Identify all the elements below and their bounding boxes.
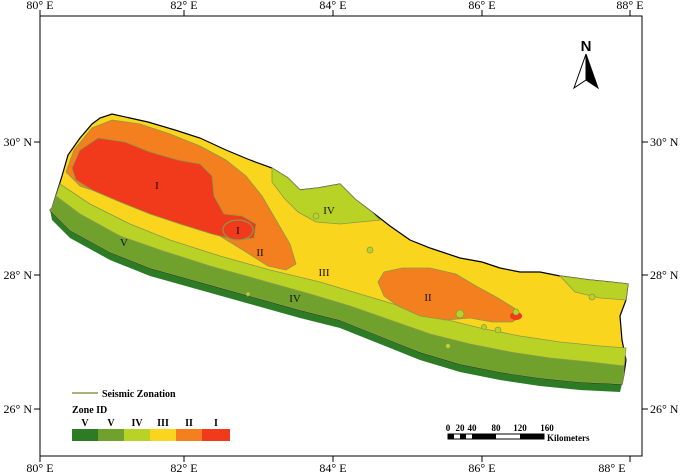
zone-label-i-west: I — [155, 180, 159, 192]
lat-label-left-28: 28° N — [4, 268, 33, 282]
legend-swatch-iv — [124, 429, 150, 441]
lat-label-left-30: 30° N — [4, 135, 33, 149]
scale-tick-120: 120 — [513, 423, 527, 433]
legend-swatch-v-dark — [72, 429, 98, 441]
lat-label-right-26: 26° N — [650, 402, 679, 416]
scale-unit: Kilometers — [547, 433, 590, 443]
zone-i-inner-ring — [222, 219, 254, 241]
lat-label-right-30: 30° N — [650, 135, 679, 149]
lon-label-top-80: 80° E — [26, 0, 53, 12]
legend-label-v-dark: V — [81, 418, 89, 429]
legend-swatch-iii — [150, 429, 176, 441]
lon-label-top-88: 88° E — [616, 0, 643, 12]
north-label: N — [581, 38, 592, 55]
legend-line-label: Seismic Zonation — [102, 389, 176, 400]
legend-label-ii: II — [185, 418, 193, 429]
legend-label-i: I — [214, 418, 218, 429]
zone-iv-south-region — [55, 183, 627, 367]
legend-swatch-v-light — [98, 429, 124, 441]
scale-tick-0: 0 — [446, 423, 451, 433]
legend-swatch-i — [202, 429, 230, 441]
zone-label-ii-east: II — [424, 292, 432, 304]
scale-tick-40: 40 — [468, 423, 478, 433]
scale-tick-20: 20 — [456, 423, 466, 433]
zone-iv-north-region — [271, 167, 381, 225]
zone-label-iv-south: IV — [289, 293, 301, 305]
lat-label-right-28: 28° N — [650, 268, 679, 282]
scale-bar — [447, 433, 545, 440]
legend-label-iii: III — [157, 418, 169, 429]
lat-label-left-26: 26° N — [4, 402, 33, 416]
zone-i-west-region — [71, 137, 257, 241]
legend-label-iv: IV — [131, 418, 143, 429]
zone-label-v: V — [120, 237, 128, 249]
lon-label-bottom-86: 86° E — [468, 461, 495, 475]
scale-tick-80: 80 — [492, 423, 502, 433]
legend-title: Zone ID — [72, 405, 107, 416]
lon-label-bottom-82: 82° E — [170, 461, 197, 475]
lon-label-bottom-84: 84° E — [319, 461, 346, 475]
top-ticks — [34, 10, 648, 462]
lon-label-bottom-88: 88° E — [598, 461, 625, 475]
zone-iv-east-region — [558, 275, 629, 301]
legend-swatch-ii — [176, 429, 202, 441]
zone-i-east-spot — [510, 312, 522, 320]
north-arrow-icon — [573, 53, 599, 90]
zone-label-ii-west: II — [256, 247, 264, 259]
legend-label-v-light: V — [107, 418, 115, 429]
lon-label-top-86: 86° E — [468, 0, 495, 12]
lon-label-top-84: 84° E — [319, 0, 346, 12]
zone-label-i-inner: I — [236, 225, 240, 237]
lon-label-bottom-80: 80° E — [26, 461, 53, 475]
legend-items — [72, 429, 230, 441]
zone-label-iii: III — [319, 267, 330, 279]
zone-label-iv-north: IV — [323, 205, 335, 217]
scale-tick-160: 160 — [540, 423, 554, 433]
lon-label-top-82: 82° E — [170, 0, 197, 12]
contour-markers — [245, 212, 596, 349]
